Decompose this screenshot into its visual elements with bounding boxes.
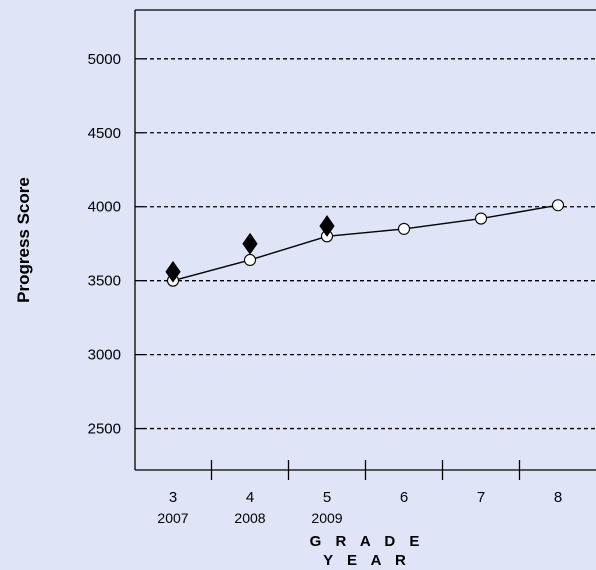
x-tick-label: 3 xyxy=(169,489,177,506)
axes xyxy=(134,9,596,471)
data-point-circle xyxy=(551,199,565,212)
x-tick-label: 5 xyxy=(323,489,331,506)
gridlines xyxy=(135,58,596,430)
x-axis-title: G R A D E xyxy=(310,533,425,550)
y-tick-label: 4500 xyxy=(88,125,121,142)
x-year-label: 2007 xyxy=(157,510,188,526)
y-tick-label: 3000 xyxy=(88,347,121,364)
data-point-circle xyxy=(243,253,257,267)
x-tick-label: 7 xyxy=(477,489,485,506)
data-point-diamond xyxy=(319,215,335,237)
y-tick-label: 4000 xyxy=(88,199,121,216)
series xyxy=(165,199,565,287)
data-point-diamond xyxy=(165,260,181,283)
y-tick-label: 3500 xyxy=(88,273,121,290)
y-tick-labels: 2500 3000 3500 4000 4500 5000 xyxy=(88,51,121,438)
x-year-label: 2008 xyxy=(234,510,265,526)
data-point-circle xyxy=(397,222,411,235)
x-tick-labels: 3 2007 4 2008 5 2009 6 7 8 xyxy=(157,460,562,526)
x-tick-label: 8 xyxy=(554,489,562,506)
series-line xyxy=(172,204,559,282)
x-year-label: 2009 xyxy=(311,510,342,526)
data-point-diamond xyxy=(242,232,258,255)
x-tick-label: 6 xyxy=(400,489,408,506)
data-point-circle xyxy=(474,212,488,225)
x-axis-subtitle: Y E A R xyxy=(323,552,411,569)
x-tick-label: 4 xyxy=(246,489,254,506)
y-axis-title: Progress Score xyxy=(14,177,33,303)
y-tick-label: 5000 xyxy=(88,51,121,68)
y-tick-label: 2500 xyxy=(88,421,121,438)
